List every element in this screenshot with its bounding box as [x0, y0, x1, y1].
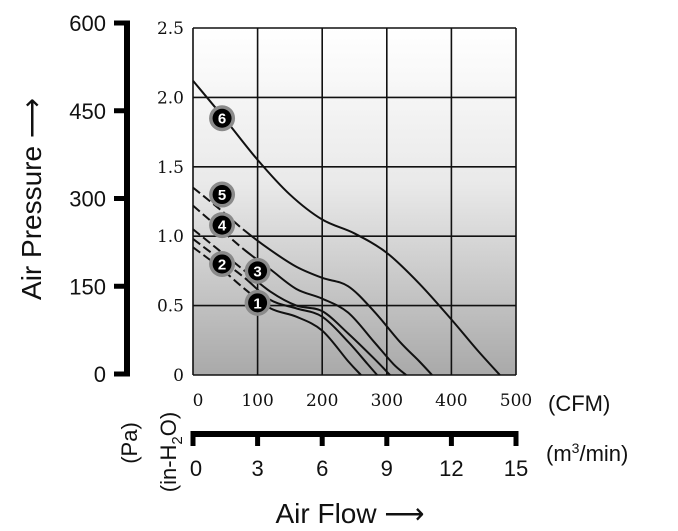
x-tick-cfm-label: 500 [500, 391, 532, 411]
x-tick-cfm-label: 400 [435, 391, 467, 411]
x-tick-m3min-label: 12 [439, 456, 463, 481]
y-tick-inh2o-label: 0.5 [157, 297, 184, 317]
curve-marker-5: 5 [209, 181, 236, 208]
x-axis-title: Air Flow ⟶ [275, 498, 424, 529]
x-tick-cfm-label: 200 [306, 391, 338, 411]
curve-6 [192, 80, 501, 376]
marker-label: 5 [218, 187, 226, 204]
marker-dot [212, 215, 232, 235]
curve-marker-3: 3 [244, 257, 271, 284]
y-tick-pa-label: 0 [94, 362, 106, 387]
x-tick-cfm-label: 300 [371, 391, 403, 411]
grid [192, 27, 517, 376]
pa-unit-label: (Pa) [117, 422, 142, 464]
x-ticks-cfm: 0 100 200 300 400 500 [193, 391, 533, 411]
y-tick-inh2o-label: 1.5 [157, 158, 184, 178]
x-tick-m3min-label: 0 [190, 456, 202, 481]
x-tick-m3min-label: 6 [316, 456, 328, 481]
curve-markers: 6 5 4 3 2 1 [209, 105, 271, 316]
plot-area [193, 28, 516, 375]
curve-5 [192, 186, 433, 376]
y-tick-inh2o-label: 2.5 [157, 19, 184, 39]
marker-dot [248, 261, 268, 281]
x-tick-m3min-label: 15 [504, 456, 528, 481]
marker-label: 2 [218, 256, 226, 273]
y-tick-pa-label: 150 [69, 274, 106, 299]
cfm-unit-label: (CFM) [548, 391, 610, 416]
x-ticks-m3min: 0 3 6 9 12 15 [190, 431, 528, 481]
y-axis-title: Air Pressure ⟶ [16, 98, 47, 300]
marker-dot [212, 108, 232, 128]
curve-marker-4: 4 [209, 212, 236, 239]
y-tick-inh2o-label: 0 [173, 366, 184, 386]
y-tick-pa-label: 600 [69, 11, 106, 36]
marker-dot [212, 185, 232, 205]
y-tick-inh2o-label: 1.0 [157, 227, 184, 247]
y-tick-pa-label: 450 [69, 99, 106, 124]
curve-1 [192, 246, 362, 376]
y-ticks-inh2o: 0 0.5 1.0 1.5 2.0 2.5 [157, 19, 184, 386]
x-tick-cfm-label: 0 [193, 391, 204, 411]
marker-dot [248, 293, 268, 313]
x-tick-m3min-label: 3 [251, 456, 263, 481]
x-tick-cfm-label: 100 [241, 391, 273, 411]
y-tick-pa-label: 300 [69, 187, 106, 212]
m3min-unit-label: (m3/min) [546, 440, 628, 466]
marker-label: 1 [253, 295, 261, 312]
curve-marker-1: 1 [244, 289, 271, 316]
y-ticks-pa: 0 150 300 450 600 [69, 11, 130, 387]
x-tick-m3min-label: 9 [381, 456, 393, 481]
curve-marker-2: 2 [209, 250, 236, 277]
y-tick-inh2o-label: 2.0 [157, 88, 184, 108]
marker-label: 3 [253, 263, 261, 280]
marker-label: 6 [218, 111, 226, 128]
marker-label: 4 [218, 218, 227, 235]
curve-4 [192, 204, 407, 376]
inh2o-unit-label: (in-H2O) [156, 412, 186, 492]
curve-marker-6: 6 [209, 105, 236, 132]
marker-dot [212, 254, 232, 274]
